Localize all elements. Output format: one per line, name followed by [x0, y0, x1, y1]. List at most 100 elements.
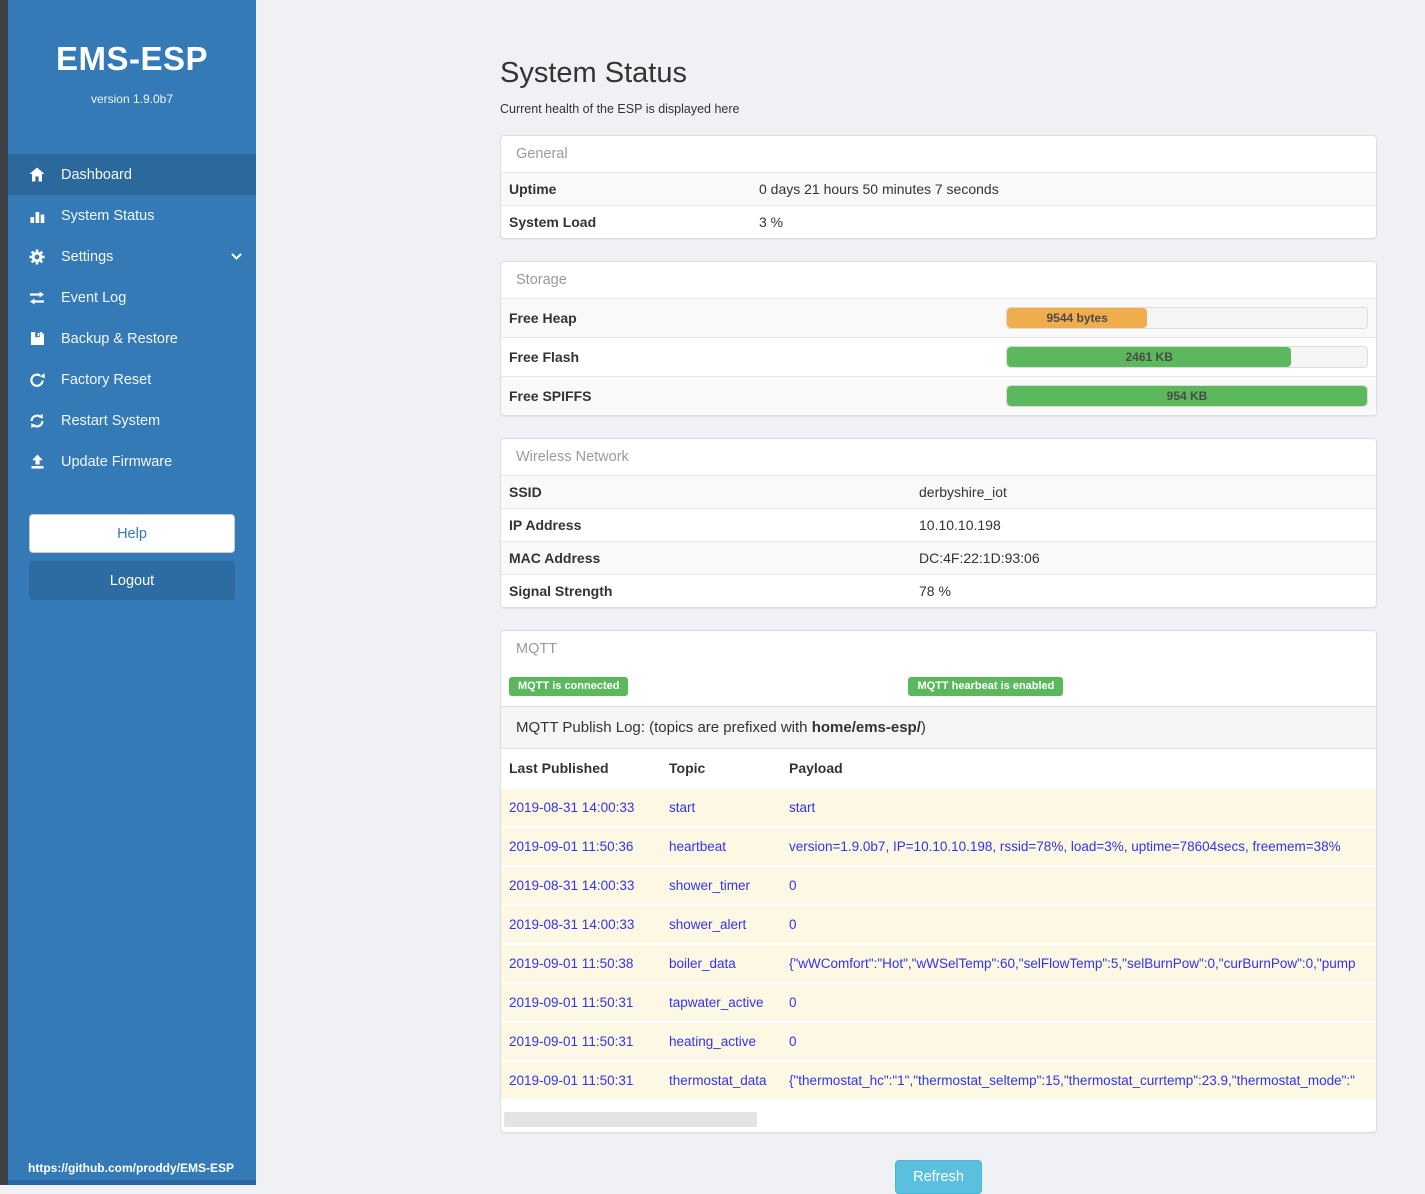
table-row: 2019-09-01 11:50:36 heartbeat version=1.… — [501, 826, 1376, 866]
window-edge-strip — [0, 0, 8, 1185]
cell-last-published: 2019-09-01 11:50:36 — [501, 826, 661, 866]
row-label: Free Flash — [501, 337, 998, 377]
mqtt-panel: MQTT MQTT is connected MQTT hearbeat is … — [500, 630, 1377, 1133]
table-row: Free Heap 9544 bytes — [501, 298, 1376, 338]
horizontal-scrollbar-thumb[interactable] — [504, 1112, 757, 1127]
chevron-down-icon — [231, 253, 242, 261]
github-link[interactable]: https://github.com/proddy/EMS-ESP — [28, 1161, 234, 1175]
sidebar-buttons: Help Logout — [8, 514, 256, 600]
sidebar: EMS-ESP version 1.9.0b7 Dashboard System… — [8, 0, 256, 1185]
sidebar-item-dashboard[interactable]: Dashboard — [8, 154, 256, 195]
status-bars-icon — [28, 209, 46, 223]
sidebar-nav: Dashboard System Status — [8, 154, 256, 482]
row-label: Free Heap — [501, 298, 998, 338]
sidebar-item-label: Dashboard — [61, 166, 132, 183]
cell-last-published: 2019-09-01 11:50:31 — [501, 982, 661, 1022]
row-value: 0 days 21 hours 50 minutes 7 seconds — [751, 172, 1376, 206]
free-heap-progress-track: 9544 bytes — [1006, 307, 1368, 329]
storage-panel-heading: Storage — [516, 272, 567, 288]
row-value: 954 KB — [998, 376, 1376, 415]
row-value: DC:4F:22:1D:93:06 — [911, 541, 1376, 575]
page-subtitle: Current health of the ESP is displayed h… — [500, 102, 740, 116]
table-row: SSID derbyshire_iot — [501, 475, 1376, 509]
free-flash-progress-fill: 2461 KB — [1007, 347, 1292, 367]
row-value: 9544 bytes — [998, 298, 1376, 338]
horizontal-scrollbar[interactable] — [504, 1112, 1373, 1127]
column-header: Topic — [661, 749, 781, 788]
cell-payload: version=1.9.0b7, IP=10.10.10.198, rssid=… — [781, 826, 1376, 866]
sidebar-item-system-status[interactable]: System Status — [8, 195, 256, 236]
sidebar-item-label: Backup & Restore — [61, 330, 178, 347]
row-value: 3 % — [751, 205, 1376, 238]
table-row: Free Flash 2461 KB — [501, 337, 1376, 377]
mqtt-connected-badge: MQTT is connected — [509, 677, 629, 696]
cell-topic: tapwater_active — [661, 982, 781, 1022]
cell-last-published: 2019-08-31 14:00:33 — [501, 787, 661, 827]
row-value: 10.10.10.198 — [911, 508, 1376, 542]
mqtt-publish-log-title: MQTT Publish Log: (topics are prefixed w… — [501, 706, 1376, 749]
content-column: System Status Current health of the ESP … — [500, 0, 1377, 1194]
cell-topic: heating_active — [661, 1021, 781, 1061]
cell-last-published: 2019-09-01 11:50:31 — [501, 1021, 661, 1061]
cell-topic: thermostat_data — [661, 1060, 781, 1099]
free-spiffs-progress-fill: 954 KB — [1007, 386, 1367, 406]
main-area: System Status Current health of the ESP … — [256, 0, 1425, 1194]
wireless-panel-heading: Wireless Network — [516, 449, 629, 465]
free-spiffs-progress-track: 954 KB — [1006, 385, 1368, 407]
mqtt-heartbeat-badge: MQTT hearbeat is enabled — [908, 677, 1064, 696]
cell-last-published: 2019-09-01 11:50:31 — [501, 1060, 661, 1099]
wireless-table: SSID derbyshire_iot IP Address 10.10.10.… — [501, 475, 1376, 607]
sidebar-item-label: Settings — [61, 248, 114, 265]
cell-topic: start — [661, 787, 781, 827]
home-icon — [28, 167, 46, 182]
table-row: MAC Address DC:4F:22:1D:93:06 — [501, 541, 1376, 575]
sidebar-item-label: System Status — [61, 207, 155, 224]
table-row: 2019-09-01 11:50:38 boiler_data {"wWComf… — [501, 943, 1376, 983]
table-row: Free SPIFFS 954 KB — [501, 376, 1376, 415]
log-title-suffix: ) — [920, 719, 926, 736]
cell-topic: boiler_data — [661, 943, 781, 983]
row-value: 2461 KB — [998, 337, 1376, 377]
table-row: 2019-08-31 14:00:33 shower_alert 0 — [501, 904, 1376, 944]
wireless-panel: Wireless Network SSID derbyshire_iot IP … — [500, 438, 1377, 608]
transfer-arrows-icon — [28, 290, 46, 306]
cell-payload: 0 — [781, 904, 1376, 944]
sidebar-item-settings[interactable]: Settings — [8, 236, 256, 277]
table-row: System Load 3 % — [501, 205, 1376, 238]
row-label: Free SPIFFS — [501, 376, 998, 415]
refresh-button[interactable]: Refresh — [895, 1160, 982, 1194]
cell-topic: shower_alert — [661, 904, 781, 944]
general-panel: General Uptime 0 days 21 hours 50 minute… — [500, 135, 1377, 239]
row-label: Uptime — [501, 172, 751, 206]
table-row: 2019-08-31 14:00:33 shower_timer 0 — [501, 865, 1376, 905]
mqtt-badges-row: MQTT is connected MQTT hearbeat is enabl… — [501, 667, 1376, 706]
refresh-container: Refresh — [500, 1160, 1377, 1194]
sidebar-item-update-firmware[interactable]: Update Firmware — [8, 441, 256, 482]
sidebar-item-backup-restore[interactable]: Backup & Restore — [8, 318, 256, 359]
free-heap-progress-fill: 9544 bytes — [1007, 308, 1148, 328]
cell-topic: shower_timer — [661, 865, 781, 905]
log-title-prefix: MQTT Publish Log: (topics are prefixed w… — [516, 719, 812, 736]
upload-icon — [28, 454, 46, 469]
sidebar-item-factory-reset[interactable]: Factory Reset — [8, 359, 256, 400]
table-row: Uptime 0 days 21 hours 50 minutes 7 seco… — [501, 172, 1376, 206]
cell-payload: {"wWComfort":"Hot","wWSelTemp":60,"selFl… — [781, 943, 1376, 983]
sidebar-item-restart-system[interactable]: Restart System — [8, 400, 256, 441]
help-button[interactable]: Help — [29, 514, 235, 553]
row-label: System Load — [501, 205, 751, 238]
storage-panel: Storage Free Heap 9544 bytes Free Flash — [500, 261, 1377, 416]
gear-icon — [28, 249, 46, 265]
sidebar-item-event-log[interactable]: Event Log — [8, 277, 256, 318]
logout-button[interactable]: Logout — [29, 561, 235, 600]
cell-payload: 0 — [781, 865, 1376, 905]
mqtt-panel-heading: MQTT — [516, 641, 558, 657]
sync-arrows-icon — [28, 413, 46, 429]
cell-payload: 0 — [781, 1021, 1376, 1061]
mqtt-publish-log-table: Last Published Topic Payload 2019-08-31 … — [501, 749, 1376, 1099]
row-value: 78 % — [911, 574, 1376, 607]
free-flash-progress-track: 2461 KB — [1006, 346, 1368, 368]
table-row: 2019-09-01 11:50:31 heating_active 0 — [501, 1021, 1376, 1061]
sidebar-item-label: Update Firmware — [61, 453, 173, 470]
row-label: Signal Strength — [501, 574, 911, 607]
